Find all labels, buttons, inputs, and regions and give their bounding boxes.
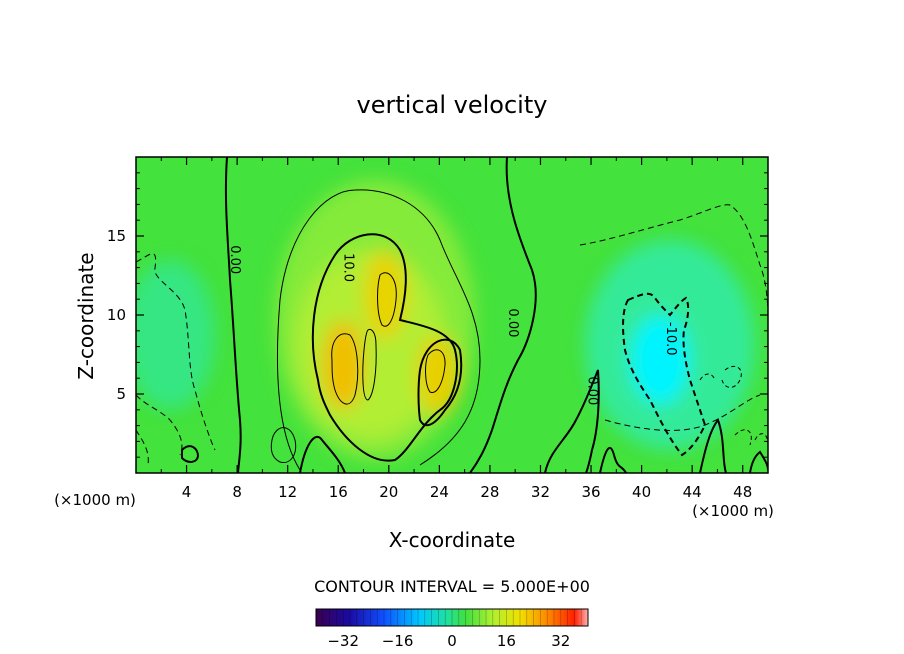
x-tick-label: 48 <box>733 483 752 501</box>
x-tick-label: 36 <box>581 483 600 501</box>
colorbar-labels: −32 −16 0 16 32 <box>327 632 570 650</box>
x-axis-label: X-coordinate <box>389 528 516 552</box>
colorbar-tick-label: 16 <box>497 632 516 650</box>
contour-5 <box>276 189 481 471</box>
x-tick-label: 8 <box>232 483 242 501</box>
x-tick-label: 16 <box>329 483 348 501</box>
velocity-field: 0.00 10.0 0.00 0.00 -10.0 <box>136 157 768 473</box>
colorbar-tick-label: 0 <box>447 632 457 650</box>
contour-15-top <box>377 272 397 327</box>
downdraft-weak-left <box>136 260 215 410</box>
chart-title: vertical velocity <box>357 91 548 119</box>
contour-neg10 <box>622 292 707 457</box>
contour-15-mid <box>362 328 377 401</box>
contour-zero-mid <box>469 157 537 473</box>
z-axis-label: Z-coordinate <box>74 252 98 379</box>
contour-zero-blob <box>181 445 200 463</box>
z-tick-label: 5 <box>116 385 126 403</box>
contour-zero-left <box>224 157 242 473</box>
x-tick-label: 24 <box>430 483 449 501</box>
colorbar-tick-label: 32 <box>551 632 570 650</box>
contour-interval-text: CONTOUR INTERVAL = 5.000E+00 <box>314 577 590 596</box>
x-units-left: (×1000 m) <box>54 491 136 509</box>
contour-label: 0.00 <box>585 376 600 405</box>
x-tick-label: 44 <box>683 483 702 501</box>
contour-labels: 0.00 10.0 0.00 0.00 -10.0 <box>227 245 678 405</box>
contour-label: -10.0 <box>663 322 678 356</box>
x-tick-label: 28 <box>480 483 499 501</box>
contour-neg5-scatter <box>699 365 768 446</box>
x-tick-label: 4 <box>182 483 192 501</box>
contour-label: 0.00 <box>505 308 520 337</box>
z-tick-label: 10 <box>107 306 126 324</box>
updraft-core-top <box>363 250 407 340</box>
contour-label: 10.0 <box>341 253 356 282</box>
contour-neg5-right <box>579 204 768 431</box>
contour-neg5-left-low <box>136 394 183 466</box>
colorbar-separators <box>315 609 589 626</box>
contour-neg5-left <box>136 253 216 451</box>
contour-zero-hill <box>299 436 346 473</box>
contour-label: 0.00 <box>227 245 242 274</box>
contour-lines <box>136 157 768 473</box>
colorbar-tick-label: −32 <box>327 632 359 650</box>
x-tick-label: 20 <box>379 483 398 501</box>
downdraft-core <box>630 315 690 405</box>
x-tick-label: 12 <box>278 483 297 501</box>
colorbar: −32 −16 0 16 32 <box>315 608 589 650</box>
updraft-core-right <box>416 335 460 415</box>
contour-zero-right-spikes <box>599 417 768 473</box>
colorbar-gradient <box>315 608 589 627</box>
contour-15-right <box>425 349 446 394</box>
contour-15-left <box>331 333 359 405</box>
z-tick-label: 15 <box>107 227 126 245</box>
z-axis: 5 10 15 <box>107 172 768 458</box>
x-tick-label: 40 <box>632 483 651 501</box>
x-tick-label: 32 <box>531 483 550 501</box>
colorbar-tick-label: −16 <box>382 632 414 650</box>
x-axis: 4 8 12 16 20 24 28 32 36 40 44 48 <box>160 157 752 501</box>
contour-5-small <box>270 427 297 464</box>
contour-zero-right <box>544 369 600 473</box>
contour-10-right <box>417 338 463 427</box>
x-units-right: (×1000 m) <box>692 502 774 520</box>
contour-10 <box>311 233 458 462</box>
